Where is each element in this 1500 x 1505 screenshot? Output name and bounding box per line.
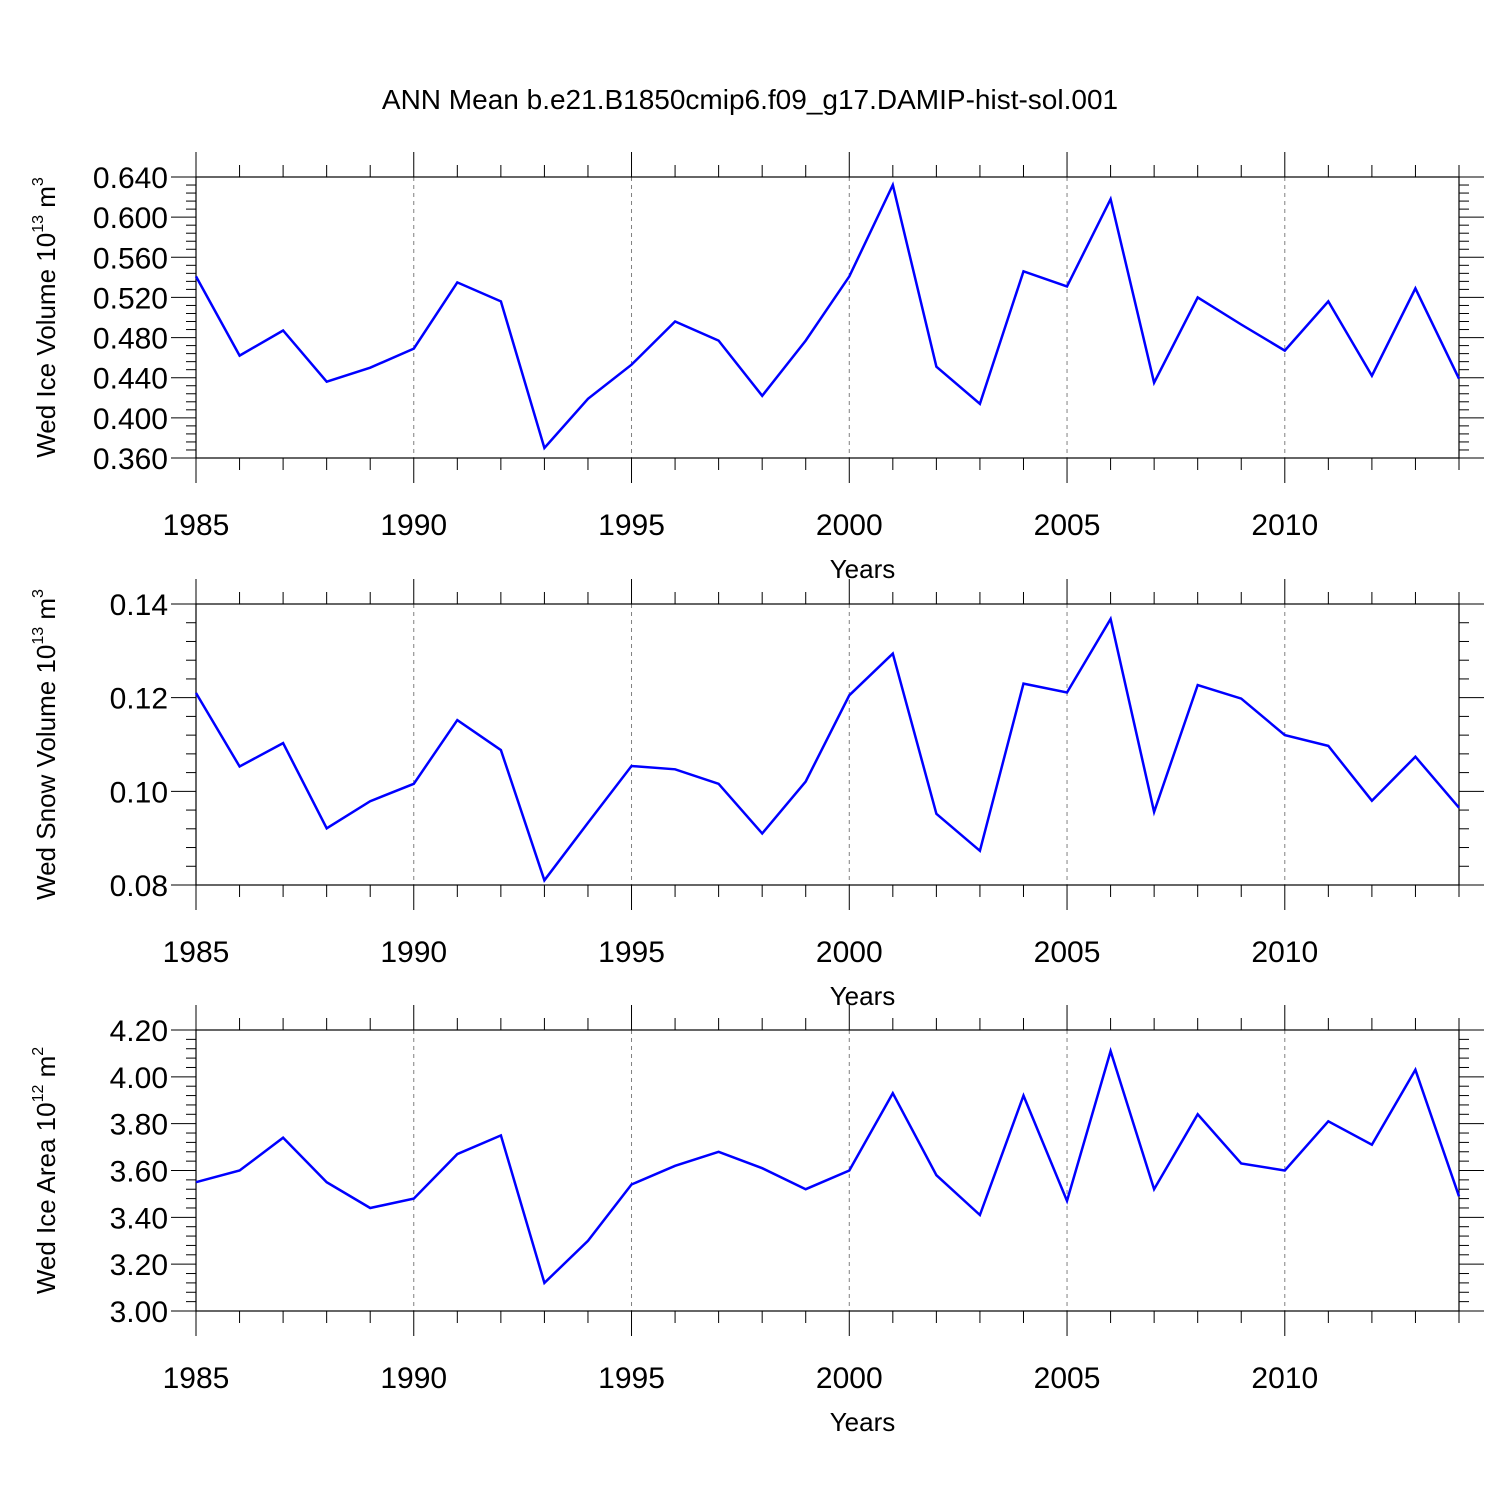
x-tick-label: 2000	[816, 509, 883, 542]
chart-panel-3: 3.00 3.20 3.40 3.60 3.80 4.00 4.20 1985 1990 1995…	[30, 1005, 1484, 1437]
y-axis-title: Wed Ice Area 1012 m2	[30, 1047, 61, 1294]
x-tick-label: 2010	[1251, 1362, 1318, 1395]
y-tick-label: 4.00	[110, 1062, 168, 1095]
y-tick-label: 0.400	[93, 403, 168, 436]
x-tick-label: 2000	[816, 936, 883, 969]
x-axis-title: Years	[830, 1407, 896, 1437]
y-tick-label: 3.40	[110, 1202, 168, 1235]
plot-frame	[195, 1029, 1460, 1312]
y-tick-label: 0.08	[110, 870, 168, 903]
x-tick-label: 1990	[380, 1362, 447, 1395]
x-tick-label: 1990	[380, 936, 447, 969]
plot-frame	[195, 176, 1460, 459]
y-tick-label: 0.640	[93, 162, 168, 195]
plot-frame	[195, 603, 1460, 886]
x-tick-label: 1995	[598, 509, 665, 542]
data-series-line	[195, 1046, 1461, 1286]
x-tick-label: 1985	[163, 1362, 230, 1395]
y-tick-label: 0.360	[93, 443, 168, 476]
x-tick-label: 1985	[163, 509, 230, 542]
y-tick-label: 3.00	[110, 1296, 168, 1329]
x-tick-label: 2005	[1034, 936, 1101, 969]
x-tick-label: 2010	[1251, 509, 1318, 542]
x-tick-label: 1985	[163, 936, 230, 969]
x-tick-label: 2005	[1034, 509, 1101, 542]
y-tick-label: 0.520	[93, 282, 168, 315]
x-axis-title: Years	[830, 554, 896, 584]
x-tick-label: 1995	[598, 936, 665, 969]
y-axis-title: Wed Snow Volume 1013 m3	[30, 589, 61, 900]
x-tick-label: 2010	[1251, 936, 1318, 969]
y-tick-label: 3.60	[110, 1156, 168, 1189]
x-tick-label: 2005	[1034, 1362, 1101, 1395]
data-series-line	[194, 181, 1461, 451]
x-axis-title: Years	[830, 981, 896, 1011]
y-tick-label: 0.14	[110, 589, 168, 622]
y-tick-label: 0.12	[110, 683, 168, 716]
y-tick-label: 4.20	[110, 1015, 168, 1048]
y-axis-title: Wed Ice Volume 1013 m3	[30, 177, 61, 458]
x-tick-label: 2000	[816, 1362, 883, 1395]
data-series-line	[194, 615, 1460, 883]
y-tick-label: 3.80	[110, 1109, 168, 1142]
y-tick-label: 0.440	[93, 363, 168, 396]
x-tick-label: 1995	[598, 1362, 665, 1395]
y-tick-label: 0.600	[93, 202, 168, 235]
figure-title: ANN Mean b.e21.B1850cmip6.f09_g17.DAMIP-…	[381, 84, 1119, 115]
chart-panel-1: 0.360 0.400 0.440 0.480 0.520 0.560 0.600 0.640…	[30, 152, 1484, 584]
x-tick-label: 1990	[380, 509, 447, 542]
y-tick-label: 0.480	[93, 323, 168, 356]
y-tick-label: 0.10	[110, 776, 168, 809]
y-tick-label: 3.20	[110, 1249, 168, 1282]
chart-panel-2: 0.08 0.10 0.12 0.14 1985 1990 1995 2000 2005 2010…	[30, 579, 1484, 1011]
y-tick-label: 0.560	[93, 242, 168, 275]
